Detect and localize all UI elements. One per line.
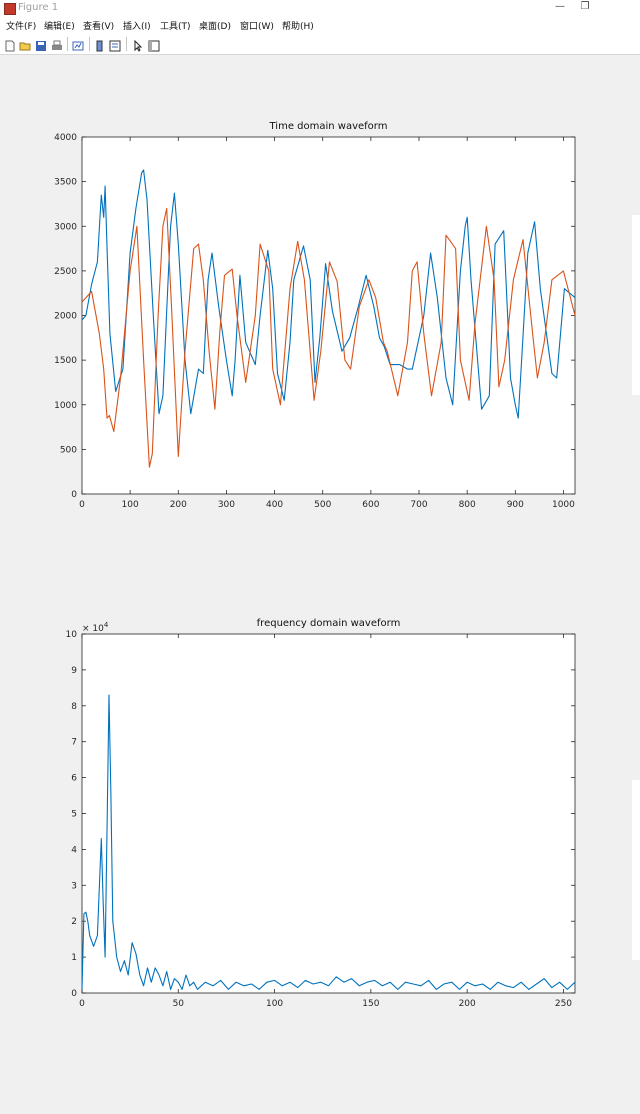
- plot-area: [81, 136, 576, 495]
- y-tick-label: 6: [71, 774, 77, 784]
- y-tick-label: 1000: [54, 401, 77, 411]
- x-tick-label: 400: [266, 500, 283, 510]
- x-tick-label: 1000: [552, 500, 575, 510]
- x-tick-label: 250: [555, 999, 572, 1009]
- y-tick-labels: 0 500 1000 1500 2000 2500 3000 3500 4000: [54, 133, 575, 500]
- toolbar-separator: [89, 37, 90, 51]
- x-tick-labels: 0 50 100 150 200 250: [79, 634, 572, 1009]
- y-tick-label: 0: [71, 989, 77, 999]
- menu-bar: 文件(F) 编辑(E) 查看(V) 插入(I) 工具(T) 桌面(D) 窗口(W…: [0, 16, 640, 34]
- x-tick-label: 500: [314, 500, 331, 510]
- link-plot-icon[interactable]: [72, 37, 84, 51]
- window-title: Figure 1: [18, 2, 59, 13]
- menu-tools[interactable]: 工具(T): [160, 22, 191, 32]
- menu-desktop[interactable]: 桌面(D): [199, 22, 231, 32]
- save-icon[interactable]: [35, 37, 47, 51]
- x-tick-label: 0: [79, 500, 85, 510]
- minimize-button[interactable]: —: [555, 1, 565, 12]
- x-tick-label: 100: [266, 999, 283, 1009]
- y-tick-label: 7: [71, 738, 77, 748]
- y-tick-label: 2000: [54, 312, 77, 322]
- x-tick-label: 200: [170, 500, 187, 510]
- y-tick-label: 9: [71, 666, 77, 676]
- x-tick-label: 150: [362, 999, 379, 1009]
- insert-colorbar-icon[interactable]: [94, 37, 106, 52]
- time-domain-axes[interactable]: Time domain waveform 0 100 200 300 400 500 600…: [54, 121, 576, 510]
- x-tick-label: 900: [507, 500, 524, 510]
- menu-view[interactable]: 查看(V): [83, 22, 115, 32]
- y-tick-label: 3: [71, 881, 77, 891]
- menu-help[interactable]: 帮助(H): [282, 22, 314, 32]
- open-file-icon[interactable]: [19, 37, 31, 51]
- series-lines: [81, 169, 576, 468]
- y-tick-label: 3500: [54, 178, 77, 188]
- maximize-button[interactable]: ❐: [580, 1, 590, 12]
- x-tick-label: 200: [459, 999, 476, 1009]
- matlab-figure-icon: [4, 3, 16, 15]
- window-title-bar: Figure 1 — ❐: [0, 0, 640, 16]
- figure-toolbar: [0, 34, 640, 55]
- x-tick-label: 50: [173, 999, 185, 1009]
- y-tick-label: 5: [71, 810, 77, 820]
- y-tick-label: 8: [71, 702, 77, 712]
- y-scale-factor: × 104: [82, 621, 109, 634]
- menu-edit[interactable]: 编辑(E): [44, 22, 75, 32]
- menu-window[interactable]: 窗口(W): [240, 22, 274, 32]
- y-tick-label: 0: [71, 490, 77, 500]
- x-tick-label: 0: [79, 999, 85, 1009]
- y-tick-label: 1500: [54, 356, 77, 366]
- y-tick-label: 2500: [54, 267, 77, 277]
- new-figure-icon[interactable]: [4, 37, 16, 52]
- plot-area: [81, 633, 576, 994]
- toolbar-separator: [126, 37, 127, 51]
- y-tick-label: 10: [66, 630, 78, 640]
- frequency-domain-axes[interactable]: frequency domain waveform × 104 0 50 100 15…: [66, 618, 576, 1009]
- y-tick-labels: 0 1 2 3 4 5 6 7 8 9 10: [66, 630, 575, 999]
- series-lines: [81, 694, 576, 990]
- insert-legend-icon[interactable]: [109, 37, 121, 52]
- x-tick-label: 800: [459, 500, 476, 510]
- chart-title: frequency domain waveform: [257, 618, 401, 629]
- background-window-edge: [632, 215, 640, 395]
- y-tick-label: 2: [71, 917, 77, 927]
- edit-plot-arrow-icon[interactable]: [132, 37, 144, 52]
- series-line-2: [81, 207, 576, 468]
- x-tick-labels: 0 100 200 300 400 500 600 700 800 900 1000: [79, 137, 575, 510]
- y-tick-label: 4000: [54, 133, 77, 143]
- chart-title: Time domain waveform: [269, 121, 388, 132]
- series-line-1: [81, 169, 576, 419]
- toolbar-separator: [67, 37, 68, 51]
- series-line-1: [81, 694, 576, 990]
- y-tick-label: 4: [71, 845, 77, 855]
- x-tick-label: 100: [122, 500, 139, 510]
- y-tick-label: 1: [71, 953, 77, 963]
- menu-insert[interactable]: 插入(I): [123, 22, 151, 32]
- x-tick-label: 300: [218, 500, 235, 510]
- menu-file[interactable]: 文件(F): [6, 22, 37, 32]
- y-tick-label: 3000: [54, 222, 77, 232]
- property-inspector-icon[interactable]: [148, 37, 160, 52]
- x-tick-label: 700: [410, 500, 427, 510]
- y-tick-label: 500: [60, 445, 77, 455]
- x-tick-label: 600: [362, 500, 379, 510]
- background-window-edge: [632, 780, 640, 960]
- print-icon[interactable]: [51, 37, 63, 50]
